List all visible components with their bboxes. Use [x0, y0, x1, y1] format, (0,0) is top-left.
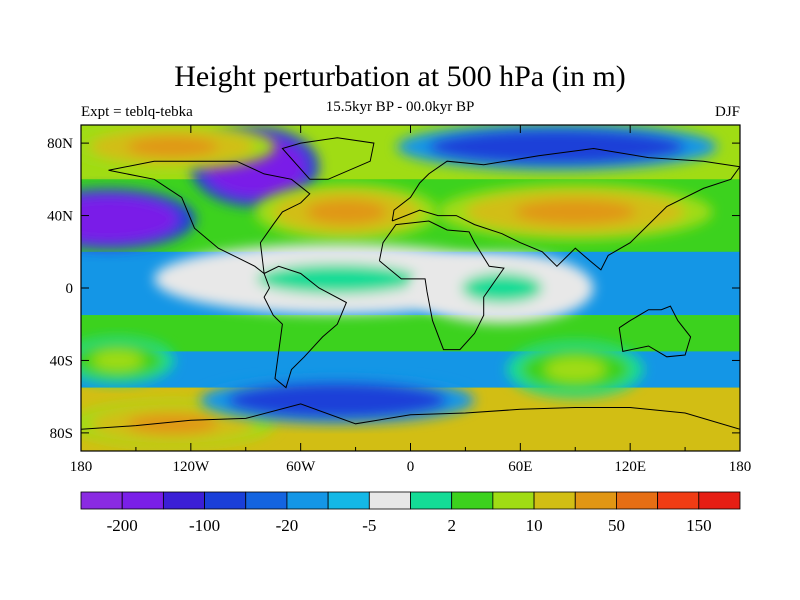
coastline-0	[108, 160, 311, 275]
x-tick-label: 180	[729, 459, 752, 475]
colorbar-label: -5	[362, 516, 376, 535]
field-region-arctic-ridge-west	[81, 125, 276, 171]
colorbar-box	[533, 491, 576, 510]
colorbar-box	[121, 491, 164, 510]
coastline-5	[281, 137, 375, 180]
colorbar-box	[162, 491, 205, 510]
colorbar-box	[286, 491, 329, 510]
map-area	[81, 125, 740, 451]
colorbar-box	[574, 491, 617, 510]
colorbar-label: -200	[107, 516, 138, 535]
field-region-arctic-trough-siberia	[396, 125, 718, 171]
chart-subtitle: 15.5kyr BP - 00.0kyr BP	[325, 99, 475, 115]
coastline-2	[378, 220, 505, 351]
x-tick-label: 60E	[508, 459, 532, 475]
colorbar-box	[657, 491, 700, 510]
y-tick-label: 80S	[50, 426, 73, 442]
x-tick-label: 0	[407, 459, 415, 475]
colorbar-box	[492, 491, 535, 510]
colorbar-box	[204, 491, 247, 510]
coastlines	[81, 137, 740, 430]
x-tick-label: 120W	[172, 459, 210, 475]
colorbar-label: 10	[526, 516, 543, 535]
field-region-south-indian-ridge	[506, 341, 644, 398]
y-tick-label: 0	[66, 281, 74, 297]
colorbar-label: 150	[686, 516, 712, 535]
field-region-north-pacific-trough	[81, 188, 196, 250]
coastline-6	[81, 403, 740, 430]
colorbar-box	[245, 491, 288, 510]
field-region-north-atlantic-ridge	[254, 183, 438, 241]
y-tick-label: 40S	[50, 353, 73, 369]
perturbation-field	[81, 125, 740, 451]
x-axis: 180 120W 60W 0 60E 120E 180	[70, 125, 752, 475]
field-region-eurasia-ridge	[437, 183, 713, 241]
colorbar-box	[698, 491, 741, 510]
colorbar-box	[451, 491, 494, 510]
coastline-4	[618, 305, 692, 358]
colorbar-label: -100	[189, 516, 220, 535]
field-region-indian-ocean-neutral	[410, 252, 594, 324]
colorbar-label: 2	[447, 516, 456, 535]
colorbar-box	[327, 491, 370, 510]
coastline-3	[391, 147, 740, 271]
colorbar-label: 50	[608, 516, 625, 535]
y-axis: 80N 40N 0 40S 80S	[47, 136, 740, 442]
colorbar: -200 -100 -20 -5 2 10 50 150	[80, 491, 741, 535]
field-band-3	[81, 315, 740, 352]
colorbar-box	[616, 491, 659, 510]
colorbar-box	[368, 491, 411, 510]
x-tick-label: 60W	[286, 459, 316, 475]
x-tick-label: 180	[70, 459, 93, 475]
experiment-label: Expt = teblq-tebka	[81, 104, 193, 120]
field-region-south-pacific-ridge	[81, 336, 175, 384]
x-tick-label: 120E	[614, 459, 646, 475]
colorbar-box	[80, 491, 123, 510]
y-tick-label: 40N	[47, 209, 73, 225]
season-label: DJF	[714, 104, 740, 120]
coastline-1	[263, 265, 348, 389]
y-tick-label: 80N	[47, 136, 73, 152]
colorbar-label: -20	[276, 516, 299, 535]
chart-title: Height perturbation at 500 hPa (in m)	[174, 60, 626, 93]
colorbar-box	[410, 491, 453, 510]
